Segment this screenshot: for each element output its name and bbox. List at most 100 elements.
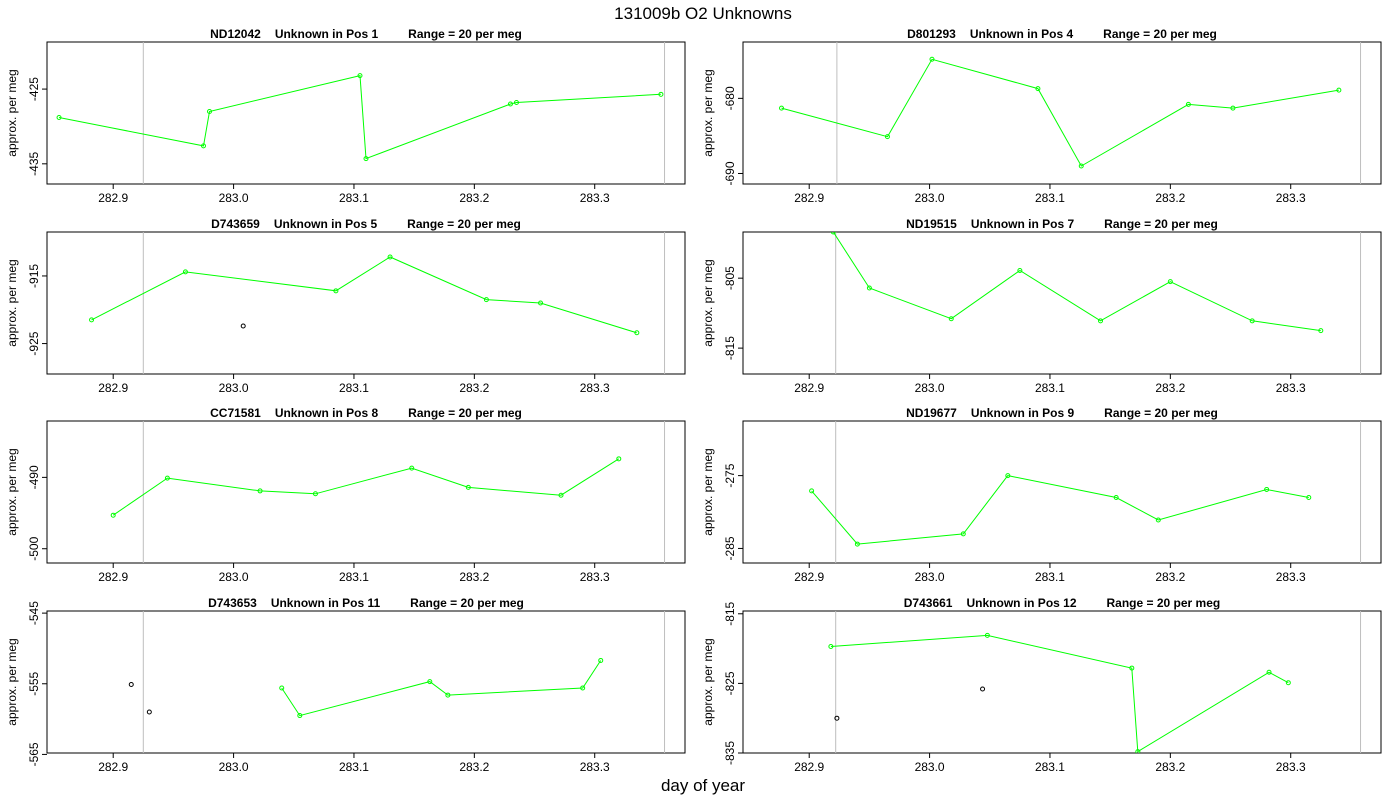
- data-point: [558, 492, 564, 498]
- data-point: [1005, 473, 1011, 479]
- data-point: [1098, 318, 1104, 324]
- y-axis-label: approx. per meg: [701, 638, 715, 725]
- panel-range: Range = 20 per meg: [1107, 596, 1221, 610]
- data-point: [297, 713, 303, 719]
- data-point: [1155, 517, 1161, 523]
- data-point: [1035, 86, 1041, 92]
- panel-sample: D743659: [211, 217, 260, 231]
- data-layer: [56, 73, 664, 162]
- data-point: [538, 300, 544, 306]
- data-point: [387, 254, 393, 260]
- data-point: [182, 269, 188, 275]
- data-point: [89, 317, 95, 323]
- x-tick-label: 283.1: [1035, 381, 1065, 395]
- panel-2: D801293 Unknown in Pos 4 Range = 20 per me…: [701, 27, 1382, 205]
- y-axis-label: approx. per meg: [701, 69, 715, 156]
- x-tick-label: 283.3: [1276, 570, 1306, 584]
- x-tick-label: 282.9: [98, 191, 128, 205]
- x-tick-label: 283.0: [219, 570, 249, 584]
- panel-title: D743659 Unknown in Pos 5 Range = 20 per me…: [211, 217, 521, 231]
- panel-range: Range = 20 per meg: [1103, 27, 1217, 41]
- data-point: [1017, 267, 1023, 273]
- panel-title: D743653 Unknown in Pos 11 Range = 20 per m…: [208, 596, 524, 610]
- x-tick-label: 282.9: [794, 760, 824, 774]
- data-point: [1078, 163, 1084, 169]
- data-layer: [809, 473, 1312, 547]
- x-tick-label: 283.3: [580, 191, 610, 205]
- panel-sample: CC71581: [210, 406, 261, 420]
- panel-title: ND19677 Unknown in Pos 9 Range = 20 per me…: [906, 406, 1218, 420]
- data-point: [279, 685, 285, 691]
- plot-frame: [742, 420, 1382, 564]
- data-point: [1167, 279, 1173, 285]
- data-point: [658, 91, 664, 97]
- y-axis-label: approx. per meg: [701, 448, 715, 535]
- series-line: [58, 74, 661, 160]
- x-tick-label: 283.2: [1155, 191, 1185, 205]
- panel-range: Range = 20 per meg: [408, 406, 522, 420]
- series-line: [832, 232, 1321, 332]
- data-point: [164, 475, 170, 481]
- data-point: [409, 465, 415, 471]
- data-point: [866, 285, 872, 291]
- plot-frame: [742, 610, 1382, 754]
- extra-point: [146, 709, 152, 715]
- y-tick-label: -500: [27, 536, 41, 560]
- series-line: [830, 634, 1289, 753]
- panel-position: Unknown in Pos 12: [966, 596, 1076, 610]
- panel-sample: D743661: [904, 596, 953, 610]
- x-tick-label: 283.2: [459, 381, 489, 395]
- panel-position: Unknown in Pos 4: [970, 27, 1074, 41]
- data-point: [616, 456, 622, 462]
- x-tick-label: 283.1: [1035, 570, 1065, 584]
- data-point: [948, 316, 954, 322]
- data-point: [1306, 494, 1312, 500]
- x-tick-label: 283.3: [580, 570, 610, 584]
- x-tick-label: 282.9: [98, 760, 128, 774]
- plot-frame: [46, 231, 686, 375]
- panel-7: D743653 Unknown in Pos 11 Range = 20 per m…: [5, 596, 686, 774]
- plot-frame: [46, 420, 686, 564]
- y-axis-label: approx. per meg: [5, 259, 19, 346]
- panel-title: ND19515 Unknown in Pos 7 Range = 20 per me…: [906, 217, 1218, 231]
- series-line: [811, 475, 1309, 545]
- panel-3: D743659 Unknown in Pos 5 Range = 20 per me…: [5, 217, 686, 395]
- y-tick-label: -915: [27, 264, 41, 288]
- data-point: [1285, 680, 1291, 686]
- panel-sample: D801293: [907, 27, 956, 41]
- data-point: [984, 632, 990, 638]
- data-point: [445, 692, 451, 698]
- panel-sample: D743653: [208, 596, 257, 610]
- y-axis-label: approx. per meg: [5, 448, 19, 535]
- panel-8: D743661 Unknown in Pos 12 Range = 20 per m…: [701, 596, 1382, 774]
- y-tick-label: -825: [723, 671, 737, 695]
- plot-frame: [46, 41, 686, 185]
- x-tick-label: 283.0: [915, 191, 945, 205]
- x-tick-label: 283.0: [219, 381, 249, 395]
- x-tick-label: 283.2: [1155, 760, 1185, 774]
- panel-4: ND19515 Unknown in Pos 7 Range = 20 per me…: [701, 217, 1382, 395]
- y-tick-label: -805: [723, 266, 737, 290]
- panel-title: ND12042 Unknown in Pos 1 Range = 20 per me…: [210, 27, 522, 41]
- y-tick-label: -285: [723, 536, 737, 560]
- plot-frame: [742, 41, 1382, 185]
- x-tick-label: 283.1: [1035, 760, 1065, 774]
- y-tick-label: -435: [27, 151, 41, 175]
- x-tick-label: 283.1: [339, 191, 369, 205]
- data-point: [1129, 665, 1135, 671]
- x-tick-label: 283.2: [459, 570, 489, 584]
- data-point: [507, 101, 513, 107]
- series-line: [91, 256, 637, 334]
- x-tick-label: 283.0: [915, 570, 945, 584]
- extra-point: [834, 715, 840, 721]
- data-point: [1230, 105, 1236, 111]
- panel-position: Unknown in Pos 5: [274, 217, 378, 231]
- data-point: [1135, 749, 1141, 753]
- panel-sample: ND19515: [906, 217, 957, 231]
- x-tick-label: 283.0: [915, 760, 945, 774]
- data-point: [110, 512, 116, 518]
- panel-5: CC71581 Unknown in Pos 8 Range = 20 per me…: [5, 406, 686, 584]
- data-point: [200, 143, 206, 149]
- series-line: [281, 660, 602, 717]
- data-layer: [89, 254, 640, 336]
